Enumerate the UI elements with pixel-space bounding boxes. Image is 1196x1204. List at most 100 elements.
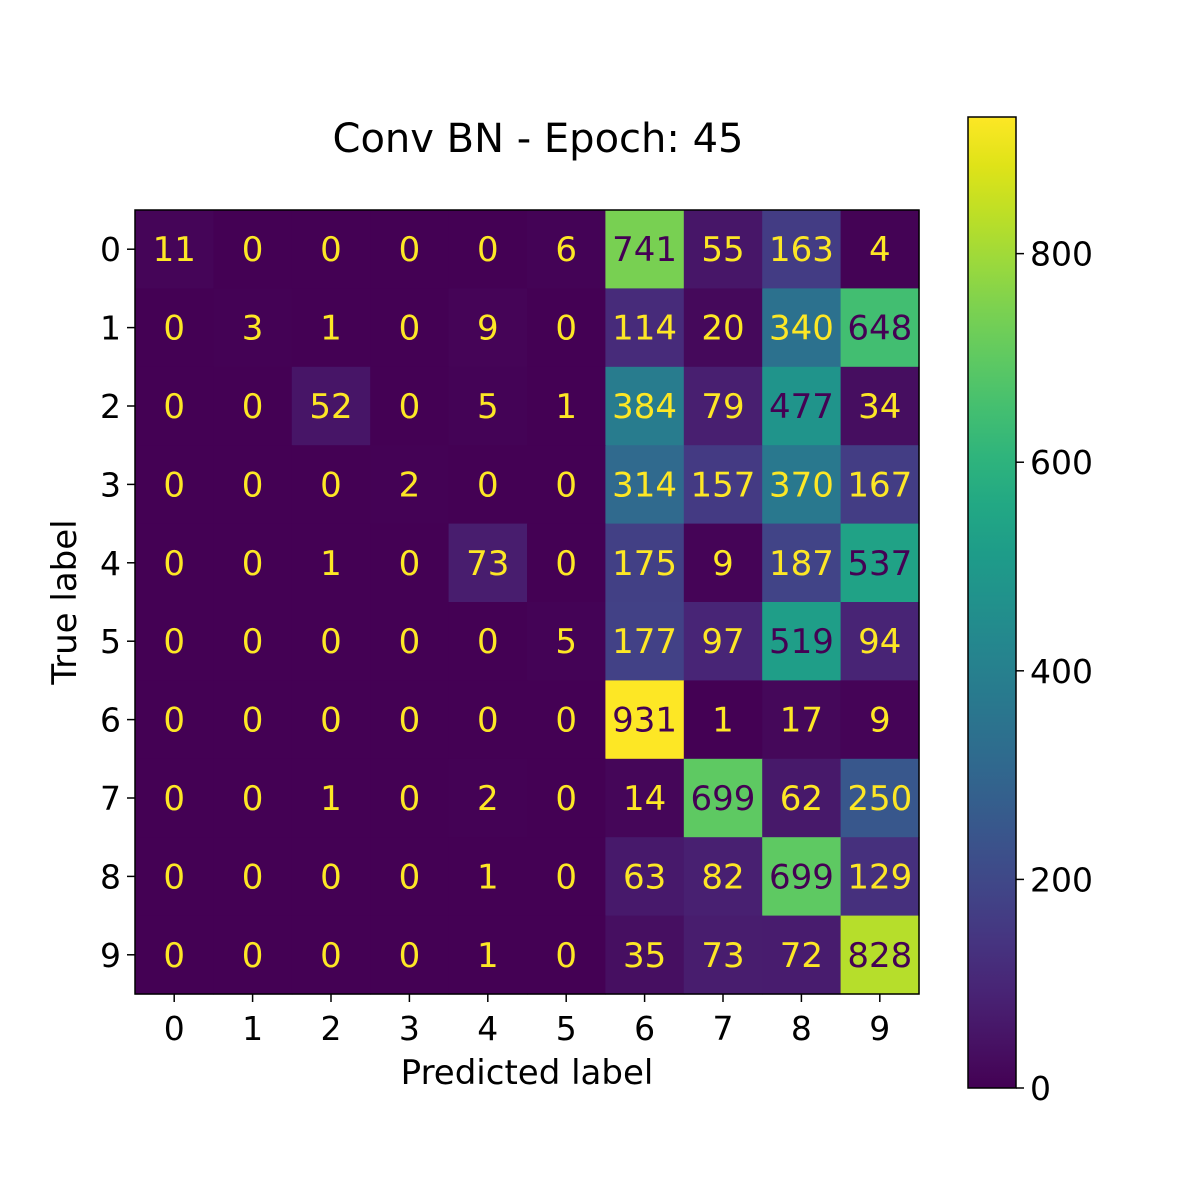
cell-value-7-8: 62 [780, 779, 823, 819]
cell-value-0-0: 11 [153, 230, 196, 270]
cell-value-2-2: 52 [309, 387, 352, 427]
heatmap-cell-9-5 [527, 915, 606, 995]
heatmap-cell-3-0 [135, 445, 214, 525]
cell-value-2-3: 0 [399, 387, 421, 427]
heatmap-cell-3-4 [448, 445, 528, 525]
heatmap-cell-6-3 [370, 680, 450, 760]
heatmap-cell-9-7 [683, 915, 763, 995]
heatmap-cell-6-7 [683, 680, 763, 760]
heatmap-cell-4-5 [527, 523, 606, 603]
heatmap-cell-8-3 [370, 837, 450, 917]
cell-value-9-3: 0 [399, 936, 421, 976]
cell-value-8-1: 0 [242, 857, 264, 897]
heatmap-cell-5-7 [683, 602, 763, 681]
heatmap-cell-5-9 [840, 602, 920, 681]
heatmap-cell-1-0 [135, 288, 214, 368]
heatmap-cell-3-9 [840, 445, 920, 525]
y-tick-label: 8 [100, 857, 121, 896]
heatmap-cell-0-8 [762, 210, 842, 289]
cell-value-2-6: 384 [612, 387, 677, 427]
heatmap-cell-3-8 [762, 445, 842, 525]
cell-value-7-2: 1 [320, 779, 342, 819]
cell-value-1-2: 1 [320, 309, 342, 349]
heatmap-cell-6-8 [762, 680, 842, 760]
cell-value-3-9: 167 [847, 465, 912, 505]
heatmap-cell-1-8 [762, 288, 842, 368]
heatmap-cell-4-3 [370, 523, 450, 603]
cell-value-8-4: 1 [477, 857, 499, 897]
cell-value-0-3: 0 [399, 230, 421, 270]
cell-value-8-2: 0 [320, 857, 342, 897]
cell-value-9-6: 35 [623, 936, 666, 976]
cell-value-7-3: 0 [399, 779, 421, 819]
y-tick-label: 3 [100, 465, 121, 504]
cell-value-4-1: 0 [242, 544, 264, 584]
heatmap-cell-6-6 [605, 680, 685, 760]
colorbar-tick-label: 800 [1030, 235, 1093, 274]
heatmap-cell-4-0 [135, 523, 214, 603]
heatmap-cell-0-6 [605, 210, 685, 289]
cell-value-8-6: 63 [623, 857, 666, 897]
cell-value-2-0: 0 [163, 387, 185, 427]
heatmap-cell-5-4 [448, 602, 528, 681]
cell-value-4-0: 0 [163, 544, 185, 584]
y-tick-label: 0 [100, 230, 121, 269]
cell-value-5-3: 0 [399, 622, 421, 662]
heatmap-cell-3-2 [291, 445, 371, 525]
heatmap-cell-0-4 [448, 210, 528, 289]
heatmap-cell-4-7 [683, 523, 763, 603]
heatmap-cell-8-5 [527, 837, 606, 917]
heatmap-cell-7-9 [840, 758, 920, 838]
heatmap-cell-7-2 [291, 758, 371, 838]
cell-value-1-9: 648 [847, 309, 912, 349]
x-tick-label: 9 [869, 1009, 890, 1048]
cell-value-7-0: 0 [163, 779, 185, 819]
cell-value-1-6: 114 [612, 309, 677, 349]
heatmap-cell-0-7 [683, 210, 763, 289]
heatmap-cell-6-1 [213, 680, 293, 760]
cell-value-8-8: 699 [769, 857, 834, 897]
cell-value-4-7: 9 [712, 544, 734, 584]
cell-value-1-8: 340 [769, 309, 834, 349]
heatmap-cell-3-5 [527, 445, 606, 525]
heatmap-cell-3-6 [605, 445, 685, 525]
heatmap-cell-4-8 [762, 523, 842, 603]
cell-value-4-6: 175 [612, 544, 677, 584]
cell-value-1-0: 0 [163, 309, 185, 349]
cell-value-6-9: 9 [869, 701, 891, 741]
colorbar-tick-label: 600 [1030, 443, 1093, 482]
x-tick-label: 3 [399, 1009, 420, 1048]
cell-value-6-4: 0 [477, 701, 499, 741]
cell-value-7-5: 0 [555, 779, 577, 819]
colorbar-ticks: 0 200 400 600 800 [1016, 235, 1093, 1108]
heatmap-cell-9-3 [370, 915, 450, 995]
x-tick-label: 8 [791, 1009, 812, 1048]
heatmap-cell-1-7 [683, 288, 763, 368]
y-tick-label: 6 [100, 701, 121, 740]
cell-value-0-6: 741 [612, 230, 677, 270]
heatmap-cell-1-6 [605, 288, 685, 368]
heatmap-cell-7-5 [527, 758, 606, 838]
cell-value-3-8: 370 [769, 465, 834, 505]
heatmap-cell-7-8 [762, 758, 842, 838]
heatmap-cell-1-5 [527, 288, 606, 368]
cell-value-9-1: 0 [242, 936, 264, 976]
colorbar-tick-label: 0 [1030, 1069, 1051, 1108]
cell-value-0-1: 0 [242, 230, 264, 270]
heatmap-cell-2-0 [135, 366, 214, 446]
cell-value-2-9: 34 [858, 387, 901, 427]
heatmap-cell-7-7 [683, 758, 763, 838]
cell-value-4-3: 0 [399, 544, 421, 584]
heatmap-cell-9-1 [213, 915, 293, 995]
cell-value-6-0: 0 [163, 701, 185, 741]
x-tick-label: 1 [242, 1009, 263, 1048]
heatmap-cell-5-5 [527, 602, 606, 681]
cell-value-5-5: 5 [555, 622, 577, 662]
cell-value-5-7: 97 [701, 622, 744, 662]
cell-value-7-4: 2 [477, 779, 499, 819]
heatmap-cell-6-2 [291, 680, 371, 760]
cell-value-9-5: 0 [555, 936, 577, 976]
cell-value-2-4: 5 [477, 387, 499, 427]
cell-value-6-6: 931 [612, 701, 677, 741]
cell-value-0-4: 0 [477, 230, 499, 270]
